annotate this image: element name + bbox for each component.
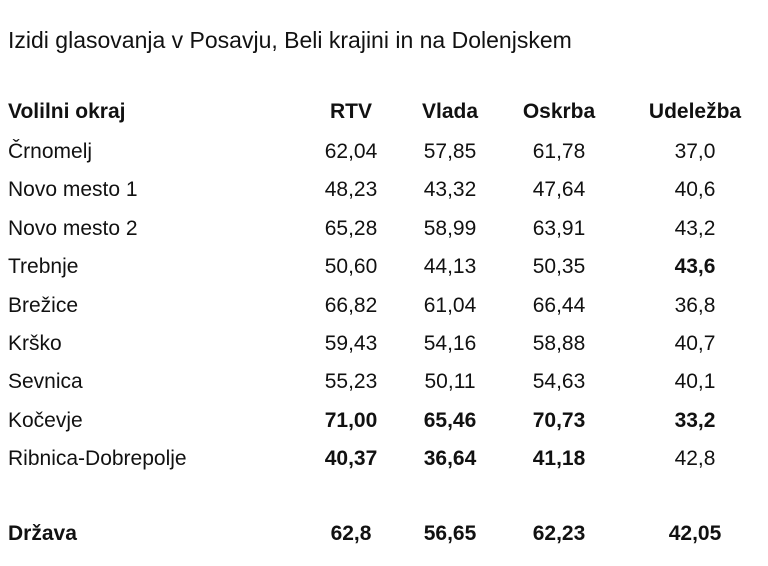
table-cell: 33,2	[674, 408, 716, 432]
table-cell: 50,11	[424, 370, 476, 394]
table-cell: 50,35	[532, 255, 586, 279]
table-cell: Trebnje	[8, 255, 79, 279]
table-cell: Krško	[8, 332, 62, 355]
table-cell: 43,6	[674, 255, 716, 279]
table-cell: 65,46	[423, 408, 477, 432]
table-cell: 66,44	[532, 293, 586, 317]
table-cell: 63,91	[532, 216, 586, 240]
table-cell: 40,1	[674, 370, 716, 394]
table-cell: 40,7	[674, 332, 716, 355]
table-cell: 58,88	[532, 332, 586, 355]
table-cell: 48,23	[324, 178, 378, 202]
table-cell: 36,64	[423, 447, 477, 471]
total-cell: 56,65	[423, 522, 477, 545]
header-cell: Udeležba	[648, 100, 742, 123]
table-cell: 54,63	[532, 370, 586, 394]
table-cell: 54,16	[423, 332, 477, 355]
table-cell: 50,60	[324, 255, 378, 279]
total-cell: 62,23	[532, 522, 586, 545]
table-cell: 66,82	[324, 293, 378, 317]
table-cell: 55,23	[324, 370, 378, 394]
header-cell: Volilni okraj	[8, 100, 126, 123]
total-cell: Država	[8, 522, 77, 545]
table-cell: 47,64	[532, 178, 586, 202]
table-cell: 44,13	[423, 255, 477, 279]
table-cell: 41,18	[532, 447, 586, 471]
table-cell: 58,99	[423, 216, 477, 240]
table-cell: Ribnica-Dobrepolje	[8, 447, 187, 471]
table-cell: 43,32	[423, 178, 477, 202]
table-cell: 65,28	[324, 216, 378, 240]
table-cell: 42,8	[674, 447, 716, 471]
table-cell: Novo mesto 2	[8, 216, 138, 240]
table-cell: Novo mesto 1	[8, 178, 138, 202]
table-cell: 36,8	[674, 293, 716, 317]
table-cell: 40,37	[324, 447, 378, 471]
table-cell: Sevnica	[8, 370, 83, 394]
table-cell: 43,2	[674, 216, 716, 240]
table-cell: 57,85	[423, 140, 477, 163]
table-cell: Črnomelj	[8, 140, 93, 163]
total-cell: 42,05	[668, 522, 722, 545]
table-cell: Kočevje	[8, 408, 83, 432]
table-cell: 40,6	[674, 178, 716, 202]
table-cell: 70,73	[532, 408, 586, 432]
table-cell: 61,04	[423, 293, 477, 317]
table-cell: Brežice	[8, 293, 79, 317]
total-cell: 62,8	[330, 522, 372, 545]
header-cell: Oskrba	[522, 100, 596, 123]
table-cell: 37,0	[674, 140, 716, 163]
title: Izidi glasovanja v Posavju, Beli krajini…	[8, 27, 572, 53]
table-cell: 59,43	[324, 332, 378, 355]
table-cell: 61,78	[532, 140, 586, 163]
table-cell: 62,04	[324, 140, 378, 163]
header-cell: Vlada	[421, 100, 479, 123]
table-cell: 71,00	[324, 408, 378, 432]
header-cell: RTV	[330, 100, 372, 123]
